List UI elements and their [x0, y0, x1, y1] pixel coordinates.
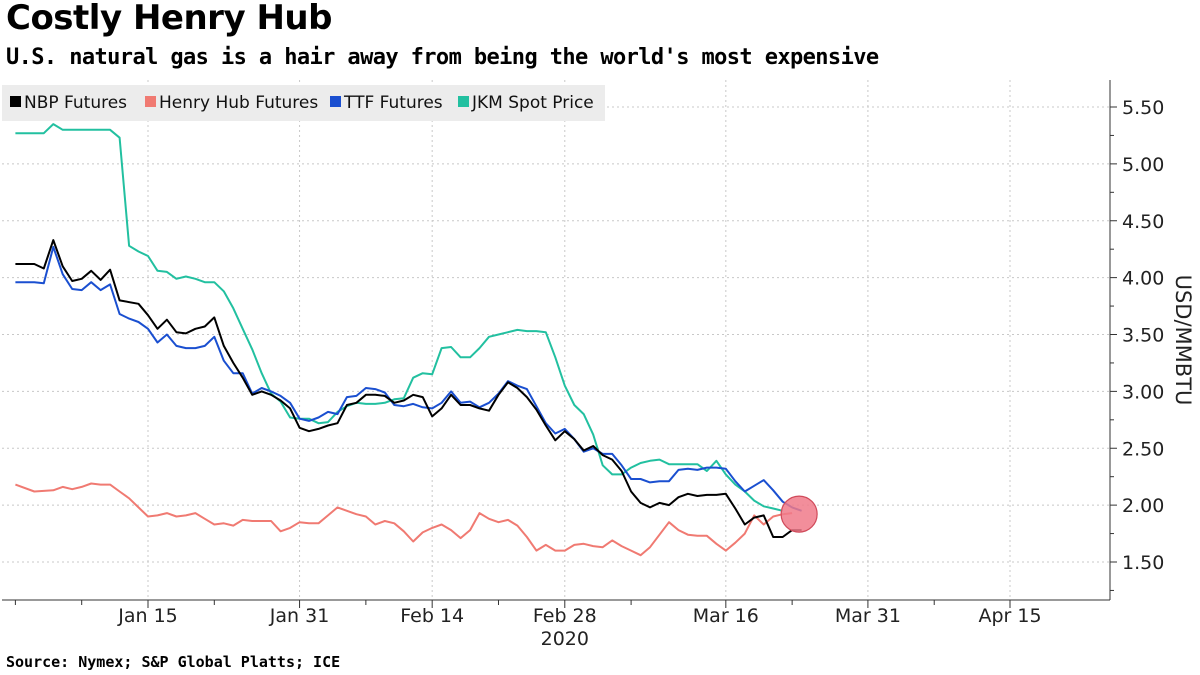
- series-line-jkm: [15, 123, 783, 512]
- y-tick-label: 4.50: [1122, 211, 1164, 233]
- legend-label-nbp: NBP Futures: [24, 93, 127, 113]
- series-line-nbp: [15, 239, 802, 538]
- legend-swatch-henry: [145, 96, 156, 107]
- end-marker: [780, 495, 818, 533]
- series-line-henry: [15, 482, 793, 557]
- y-tick-label: 1.50: [1122, 552, 1164, 574]
- highlight-circle: [780, 495, 818, 533]
- x-tick-label: Jan 15: [117, 605, 178, 627]
- y-tick-label: 5.50: [1122, 97, 1164, 119]
- legend-label-henry: Henry Hub Futures: [159, 93, 318, 113]
- x-tick-label: Mar 31: [835, 605, 901, 627]
- legend: NBP Futures Henry Hub Futures TTF Futures J…: [2, 85, 605, 121]
- legend-box: [2, 85, 605, 121]
- x-year-label: 2020: [541, 628, 589, 650]
- x-tick-label: Feb 14: [400, 605, 464, 627]
- y-tick-label: 3.00: [1122, 381, 1164, 403]
- legend-label-jkm: JKM Spot Price: [471, 93, 594, 113]
- x-tick-label: Mar 16: [693, 605, 759, 627]
- grid: [2, 80, 1110, 600]
- y-tick-label: 5.00: [1122, 154, 1164, 176]
- series-lines: [15, 123, 802, 557]
- axes: 5.50 5.00 4.50 4.00 3.50 3.00 2.50 2.00 1.50 Jan …: [2, 80, 1195, 650]
- chart-title: Costly Henry Hub: [6, 0, 332, 38]
- legend-swatch-ttf: [330, 96, 341, 107]
- y-axis-label: USD/MMBTU: [1171, 275, 1195, 406]
- y-tick-label: 3.50: [1122, 325, 1164, 347]
- series-line-ttf: [15, 245, 802, 512]
- y-tick-label: 4.00: [1122, 268, 1164, 290]
- y-tick-label: 2.00: [1122, 495, 1164, 517]
- x-tick-label: Feb 28: [533, 605, 597, 627]
- x-tick-label: Jan 31: [269, 605, 330, 627]
- legend-swatch-nbp: [10, 96, 21, 107]
- source-note: Source: Nymex; S&P Global Platts; ICE: [6, 653, 341, 671]
- x-tick-label: Apr 15: [978, 605, 1041, 627]
- legend-swatch-jkm: [458, 96, 469, 107]
- y-tick-label: 2.50: [1122, 438, 1164, 460]
- chart-subtitle: U.S. natural gas is a hair away from bei…: [6, 45, 879, 70]
- legend-label-ttf: TTF Futures: [343, 93, 443, 113]
